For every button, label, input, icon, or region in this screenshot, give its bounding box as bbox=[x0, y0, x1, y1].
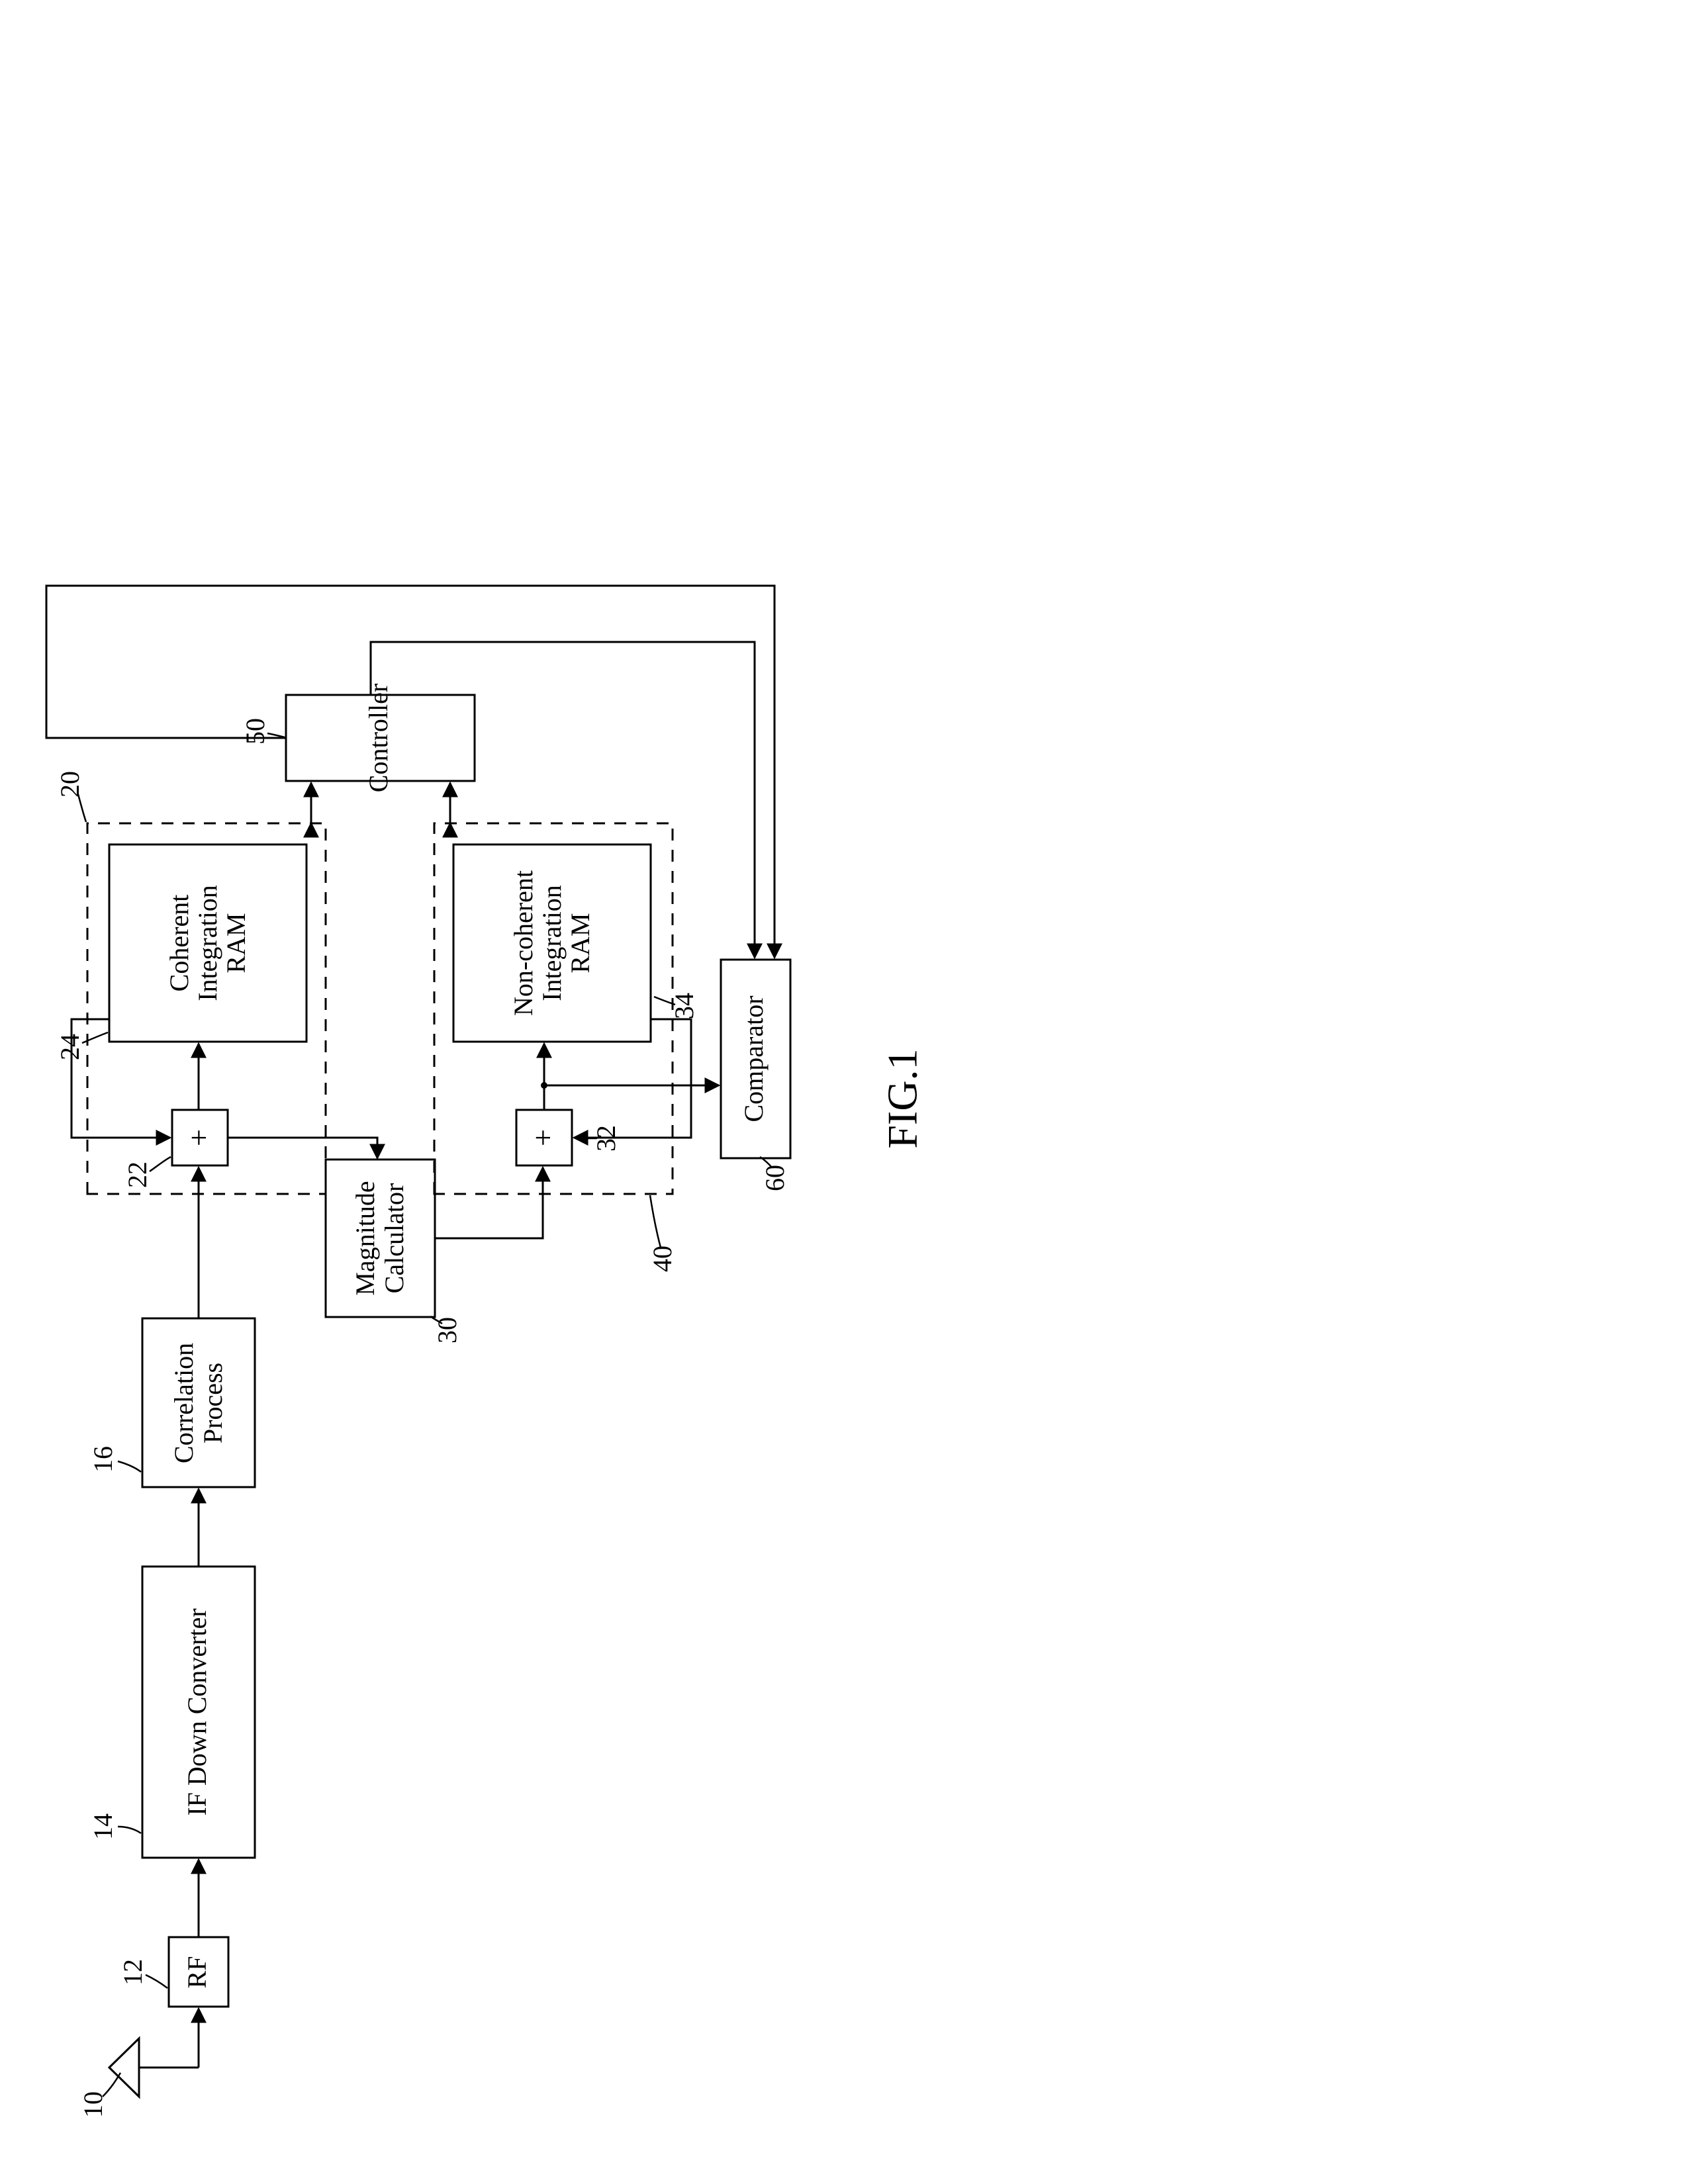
cram-label-3: RAM bbox=[221, 913, 251, 973]
wire-mag-add2 bbox=[435, 1167, 543, 1238]
ref-34: 34 bbox=[669, 993, 699, 1019]
comparator-label: Comparator bbox=[739, 995, 769, 1122]
nram-label-2: Integration bbox=[537, 885, 567, 1001]
adder-22-plus: + bbox=[182, 1129, 216, 1146]
diagram-canvas: RF IF Down Converter Correlation Process… bbox=[0, 0, 1688, 2184]
cram-label-1: Coherent bbox=[164, 895, 194, 992]
wire-add1-mag bbox=[228, 1138, 377, 1158]
controller-label: Controller bbox=[363, 684, 393, 792]
corr-label-2: Process bbox=[198, 1363, 228, 1443]
nram-label-3: RAM bbox=[565, 913, 595, 973]
lead-16 bbox=[118, 1461, 141, 1472]
mag-label-1: Magnitude bbox=[350, 1181, 380, 1295]
corr-label-1: Correlation bbox=[169, 1343, 199, 1463]
lead-10 bbox=[103, 2073, 120, 2097]
ref-22: 22 bbox=[122, 1161, 152, 1188]
nram-label-1: Non-coherent bbox=[508, 870, 538, 1016]
rf-label: RF bbox=[182, 1956, 212, 1989]
adder-32-plus: + bbox=[526, 1129, 560, 1146]
lead-22 bbox=[150, 1157, 171, 1171]
ref-16: 16 bbox=[88, 1446, 118, 1473]
ref-50: 50 bbox=[240, 718, 270, 745]
ifdc-label: IF Down Converter bbox=[182, 1608, 212, 1815]
antenna-symbol bbox=[109, 2009, 199, 2097]
figure-label: FIG.1 bbox=[879, 1048, 926, 1148]
mag-label-2: Calculator bbox=[379, 1183, 409, 1294]
ref-40: 40 bbox=[647, 1246, 677, 1272]
ref-14: 14 bbox=[88, 1813, 118, 1840]
ref-12: 12 bbox=[118, 1959, 148, 1985]
ref-60: 60 bbox=[760, 1165, 790, 1191]
cram-label-2: Integration bbox=[193, 885, 222, 1001]
lead-24 bbox=[82, 1032, 108, 1043]
lead-40 bbox=[650, 1195, 661, 1248]
junction-dot bbox=[541, 1082, 547, 1089]
lead-14 bbox=[118, 1827, 141, 1833]
ref-24: 24 bbox=[55, 1034, 85, 1060]
ref-20: 20 bbox=[55, 771, 85, 797]
lead-20 bbox=[78, 794, 86, 822]
lead-12 bbox=[146, 1975, 167, 1988]
